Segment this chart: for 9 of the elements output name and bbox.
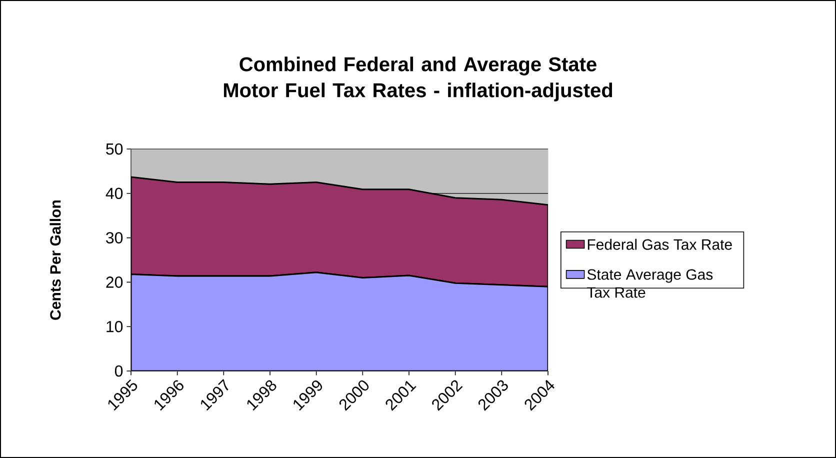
- y-tick-label: 40: [106, 188, 123, 200]
- y-tick-label: 0: [114, 365, 123, 377]
- y-axis-title: Cents Per Gallon: [50, 200, 61, 320]
- legend-label: Federal Gas Tax Rate: [588, 238, 732, 250]
- chart-title: Combined Federal and Average State Motor Fuel Tax Rates - inflation-adjusted: [224, 56, 612, 102]
- y-tick-label: 20: [106, 276, 123, 288]
- y-tick-label: 30: [106, 232, 123, 244]
- y-tick-label: 50: [106, 143, 123, 155]
- y-tick-label: 10: [106, 320, 123, 332]
